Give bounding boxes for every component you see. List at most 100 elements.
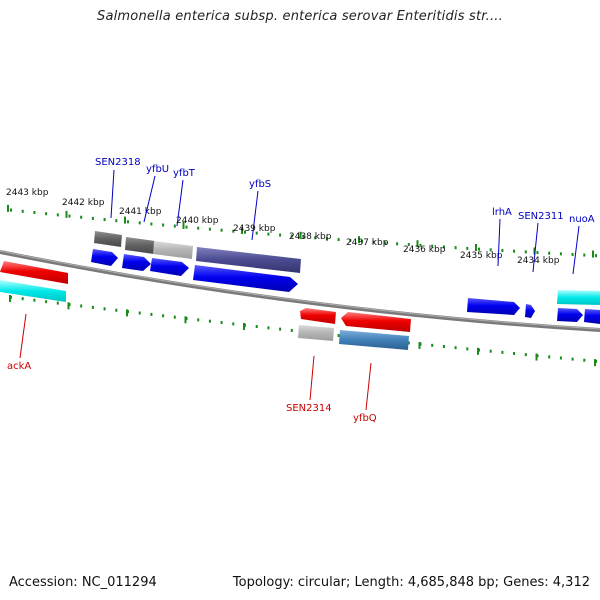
minor-tick [372, 240, 375, 244]
minor-tick [33, 298, 36, 302]
minor-tick [220, 228, 223, 232]
minor-tick [150, 222, 153, 226]
gene-yfbS-feature [193, 265, 298, 292]
cyan-feature-left [0, 280, 66, 302]
minor-tick [337, 238, 340, 242]
minor-tick [548, 355, 551, 359]
gene-SEN2318-feature [91, 249, 118, 266]
minor-tick [548, 251, 551, 255]
minor-tick [559, 356, 562, 360]
minor-tick [302, 235, 305, 239]
gene-yfbQ-steelblue-feature [339, 330, 409, 350]
kbp-label: 2435 kbp [460, 251, 503, 261]
gene-yfbU-leader-line [143, 175, 156, 223]
minor-tick [56, 213, 59, 217]
kbp-label: 2441 kbp [119, 207, 162, 217]
minor-tick [115, 219, 118, 223]
minor-tick [524, 353, 527, 357]
minor-tick [478, 247, 480, 251]
minor-tick [267, 232, 270, 236]
gene-yfbU-label: yfbU [146, 164, 169, 175]
gene-lrhA-label: lrhA [492, 207, 512, 218]
minor-tick [232, 229, 235, 233]
tick-marks [7, 204, 597, 367]
minor-tick [595, 254, 597, 258]
minor-tick [454, 246, 457, 250]
minor-tick [396, 242, 399, 246]
minor-tick [255, 325, 258, 329]
minor-tick [337, 334, 340, 338]
minor-tick [290, 234, 293, 238]
minor-tick [80, 304, 83, 308]
minor-tick [361, 239, 363, 243]
minor-tick [501, 350, 504, 354]
gene-yfbQ-leader-line [365, 362, 372, 411]
kbp-label: 2439 kbp [233, 224, 276, 234]
minor-tick [419, 243, 422, 247]
kbp-label: 2440 kbp [176, 216, 219, 226]
minor-tick [513, 249, 516, 253]
gene-ackA-leader-line [19, 313, 27, 359]
gene-yfbT-label: yfbT [173, 168, 196, 179]
minor-tick [267, 326, 270, 330]
gene-small-forward-feature [525, 304, 535, 318]
gene-SEN2314-label: SEN2314 [286, 403, 332, 414]
gene-labels: SEN2318 yfbU yfbT yfbS lrhA SEN2311 nuoA ackA SE… [7, 157, 595, 424]
minor-tick [501, 249, 504, 253]
gene-lrhA-feature [467, 298, 520, 315]
minor-tick [45, 212, 48, 216]
minor-tick [583, 358, 586, 362]
gene-yfbS-purple-feature [196, 247, 301, 273]
minor-tick [349, 238, 352, 242]
minor-tick [384, 241, 387, 245]
minor-tick [56, 301, 59, 305]
gene-ackA-feature [0, 261, 68, 284]
topology-text: Topology: circular; Length: 4,685,848 bp… [232, 575, 590, 590]
kbp-label: 2442 kbp [62, 198, 105, 208]
minor-tick [513, 352, 516, 356]
minor-tick [208, 319, 211, 323]
minor-tick [244, 230, 246, 234]
minor-tick [220, 321, 223, 325]
minor-tick [559, 252, 562, 256]
minor-tick [115, 308, 118, 312]
gene-yfbU-feature [122, 254, 151, 271]
gene-yfbQ-label: yfbQ [353, 413, 377, 424]
minor-tick [454, 346, 457, 350]
minor-tick [138, 311, 141, 315]
genome-backbone [0, 250, 600, 332]
minor-tick [255, 231, 258, 235]
gene-nuoA-feature [557, 308, 583, 322]
minor-tick [466, 246, 469, 250]
minor-tick [279, 233, 282, 237]
gene-yfbT-leader-line [176, 179, 184, 227]
minor-tick [524, 250, 527, 254]
minor-tick [80, 215, 83, 219]
gene-yfbU-gray-feature [125, 237, 155, 254]
kbp-labels: 2443 kbp 2442 kbp 2441 kbp 2440 kbp 2439 kbp… [6, 188, 560, 266]
minor-tick [103, 218, 106, 222]
minor-tick [173, 224, 176, 228]
gene-nuoA-cyan-feature [557, 290, 600, 305]
minor-tick [431, 343, 434, 347]
minor-tick [45, 300, 48, 304]
minor-tick [91, 305, 94, 309]
minor-tick [489, 349, 492, 353]
gene-nuoA-label: nuoA [569, 214, 595, 225]
gene-yfbU-lightgray-feature [153, 241, 193, 259]
minor-tick [185, 225, 188, 229]
gene-yfbS-leader-line [251, 190, 259, 241]
minor-tick [232, 322, 235, 326]
kbp-label: 2437 kbp [346, 238, 389, 248]
map-title: Salmonella enterica subsp. enterica sero… [97, 9, 503, 24]
gene-lrhA-leader-line [497, 218, 501, 267]
minor-tick [489, 248, 492, 252]
minor-tick [466, 347, 469, 351]
minor-tick [127, 220, 129, 224]
minor-tick [162, 314, 165, 318]
kbp-label: 2443 kbp [6, 188, 49, 198]
minor-tick [571, 252, 574, 256]
minor-tick [162, 223, 165, 227]
kbp-label: 2438 kbp [289, 232, 332, 242]
gene-yfbQ-feature [341, 312, 411, 332]
